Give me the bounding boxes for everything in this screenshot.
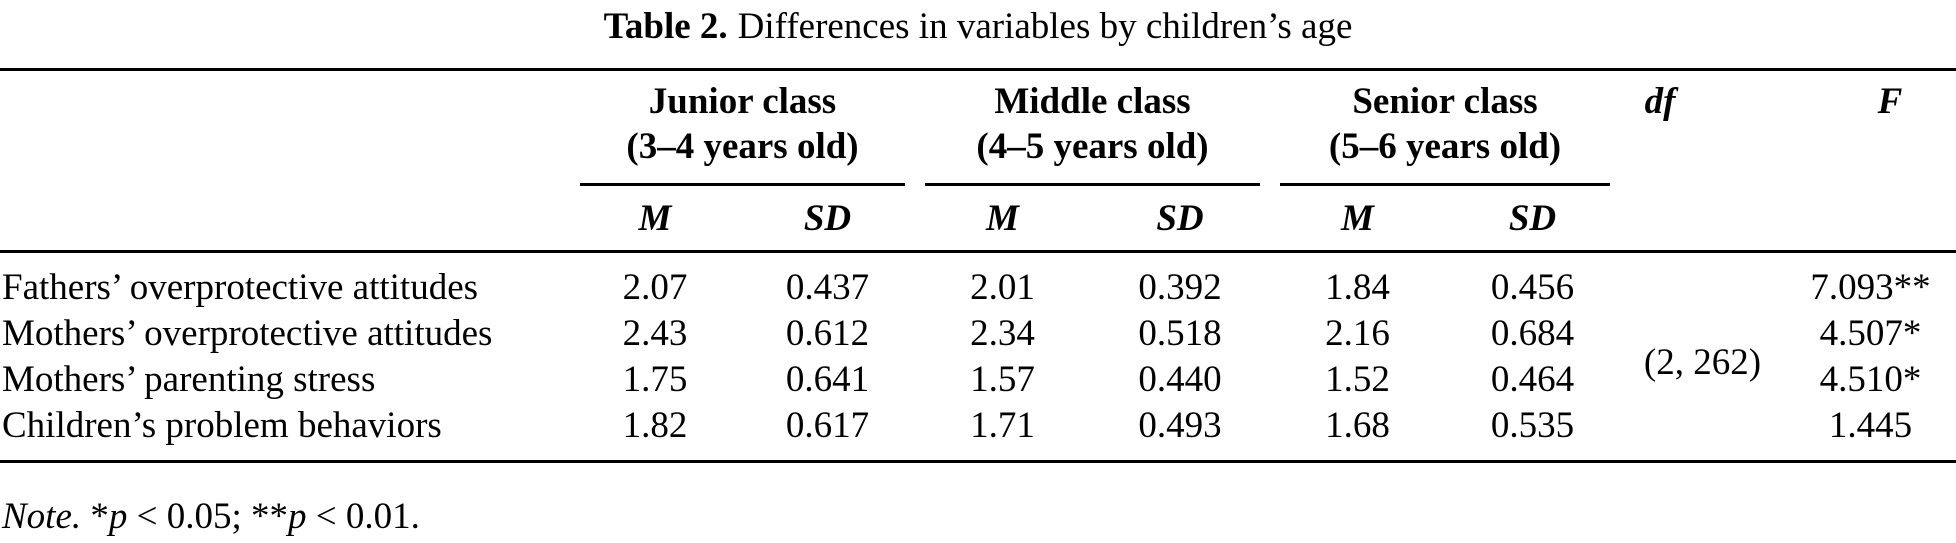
table-row: Fathers’ overprotective attitudes 2.07 0… (0, 252, 1956, 383)
note-segment: Note. (2, 496, 91, 537)
df-value: (2, 262) (1643, 341, 1762, 383)
f-value: 4.507* (1819, 313, 1922, 354)
stat-value: 0.456 (1490, 267, 1575, 308)
row-label: Mothers’ overprotective attitudes (2, 313, 493, 354)
stat-value: 0.535 (1490, 405, 1575, 446)
stat-header-sd: SD (1156, 197, 1204, 239)
table-row: Mothers’ overprotective attitudes 2.43 0… (0, 311, 1956, 357)
table-note: Note. *p < 0.05; **p < 0.01. (0, 495, 1956, 539)
stat-value: 1.68 (1325, 405, 1390, 446)
table-body: Fathers’ overprotective attitudes 2.07 0… (0, 252, 1956, 462)
row-label: Fathers’ overprotective attitudes (2, 267, 479, 308)
table-header: Junior class (3–4 years old) Middle clas… (0, 70, 1956, 252)
stat-value: 0.518 (1138, 313, 1222, 354)
table-row: Children’s problem behaviors 1.82 0.617 … (0, 403, 1956, 462)
row-label: Children’s problem behaviors (2, 405, 442, 446)
stat-value: 0.437 (785, 267, 870, 308)
group-header-middle: Middle class (4–5 years old) (915, 70, 1270, 186)
stat-value: 1.52 (1325, 359, 1390, 400)
stat-value: 1.57 (970, 359, 1035, 400)
stat-header-row: M SD M SD M SD (0, 186, 1956, 252)
stat-header-m: M (1341, 197, 1374, 239)
stat-value: 0.464 (1490, 359, 1575, 400)
stat-value: 2.16 (1325, 313, 1390, 354)
stat-value: 2.34 (970, 313, 1035, 354)
stat-header-sd: SD (803, 197, 852, 239)
note-segment: p (288, 496, 307, 537)
stat-value: 0.612 (785, 313, 870, 354)
group-senior-inner: Senior class (5–6 years old) (1280, 71, 1610, 186)
group-middle-inner: Middle class (4–5 years old) (925, 71, 1260, 186)
stat-value: 1.75 (622, 359, 688, 400)
note-segment: < 0.05; ** (127, 496, 289, 537)
stat-value: 1.84 (1325, 267, 1390, 308)
stat-value: 1.82 (622, 405, 688, 446)
stat-value: 0.684 (1490, 313, 1575, 354)
group-header-senior: Senior class (5–6 years old) (1270, 70, 1620, 186)
group-age: (4–5 years old) (976, 126, 1209, 167)
stat-header-sd: SD (1508, 197, 1557, 239)
stat-header-m: M (638, 197, 672, 239)
group-header-junior: Junior class (3–4 years old) (570, 70, 915, 186)
page-title: Table 2. Differences in variables by chil… (0, 0, 1956, 48)
note-segment: * (90, 496, 109, 537)
group-age: (3–4 years old) (626, 126, 859, 167)
group-name: Junior class (648, 81, 837, 122)
stat-value: 0.392 (1138, 267, 1222, 308)
f-value: 7.093** (1810, 267, 1931, 308)
table-row: Mothers’ parenting stress 1.75 0.641 1.5… (0, 357, 1956, 403)
stats-table: Junior class (3–4 years old) Middle clas… (0, 68, 1956, 463)
table-caption: Differences in variables by children’s a… (737, 6, 1353, 47)
group-junior-inner: Junior class (3–4 years old) (580, 71, 905, 186)
row-label-header-empty (0, 70, 570, 187)
stat-value: 2.07 (622, 267, 688, 308)
table-number: Table 2. (603, 6, 728, 47)
group-age: (5–6 years old) (1328, 126, 1562, 167)
stat-value: 0.440 (1138, 359, 1222, 400)
stat-header-spacer (0, 186, 570, 252)
group-name: Senior class (1352, 81, 1538, 122)
f-value: 4.510* (1819, 359, 1922, 400)
stat-value: 2.43 (622, 313, 688, 354)
df-header: df (1644, 81, 1676, 122)
stat-value: 2.01 (970, 267, 1035, 308)
f-header: F (1877, 81, 1903, 122)
group-header-row: Junior class (3–4 years old) Middle clas… (0, 70, 1956, 187)
stat-value: 0.641 (785, 359, 870, 400)
note-segment: < 0.01. (306, 496, 420, 537)
group-name: Middle class (994, 81, 1191, 122)
stat-value: 0.617 (785, 405, 870, 446)
row-label: Mothers’ parenting stress (2, 359, 376, 400)
stat-value: 1.71 (970, 405, 1035, 446)
note-segment: p (108, 496, 128, 537)
stat-value: 0.493 (1138, 405, 1222, 446)
stat-header-m: M (986, 197, 1019, 239)
f-value: 1.445 (1828, 405, 1913, 446)
